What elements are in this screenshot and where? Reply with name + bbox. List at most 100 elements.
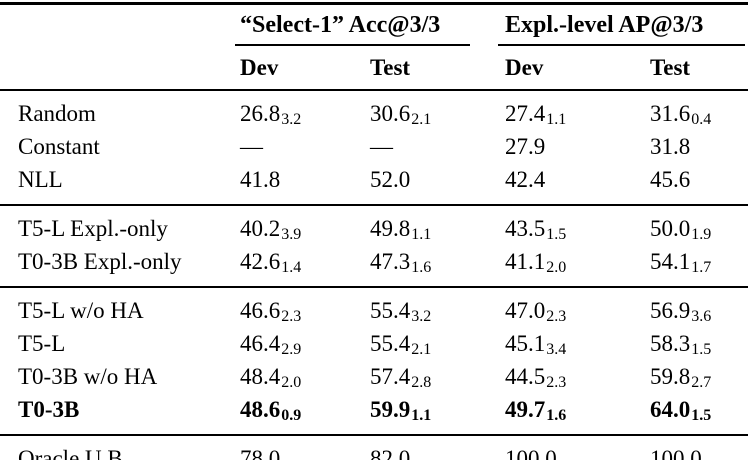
- cell-subscript: 2.1: [411, 111, 432, 128]
- cell-value: 59.9: [370, 397, 411, 422]
- cell: 45.13.4: [505, 329, 650, 362]
- cell-value: 50.0: [650, 216, 691, 241]
- column-group-expl-ap: Expl.-level AP@3/3: [498, 4, 748, 46]
- row-label: Constant: [18, 134, 100, 159]
- cell-subscript: 1.1: [411, 226, 432, 243]
- row-label: NLL: [18, 167, 63, 192]
- table-row-t5l-expl-only: T5-L Expl.-only 40.23.9 49.81.1 43.51.5 …: [0, 205, 748, 247]
- cell-value: 45.1: [505, 331, 546, 356]
- subheader-dev-1: Dev: [240, 54, 279, 80]
- group-title-expl: Expl.-level AP@3/3: [505, 12, 704, 38]
- cell: 46.42.9: [240, 329, 370, 362]
- cell-subscript: 2.0: [546, 259, 567, 276]
- cell-subscript: 1.4: [281, 259, 302, 276]
- section-baselines: Random 26.83.2 30.62.1 27.41.1 31.60.4 C…: [0, 90, 748, 205]
- cell-subscript: 2.1: [411, 341, 432, 358]
- empty-label-header: [0, 46, 240, 90]
- cell-subscript: 3.4: [546, 341, 567, 358]
- cell: 78.0: [240, 435, 370, 460]
- cell-subscript: 1.7: [691, 259, 712, 276]
- cell-value: 55.4: [370, 331, 411, 356]
- cell: 55.42.1: [370, 329, 505, 362]
- cell: 43.51.5: [505, 205, 650, 247]
- cell-subscript: 2.3: [281, 308, 302, 325]
- cell-value: 27.4: [505, 101, 546, 126]
- cell-subscript: 1.6: [411, 259, 432, 276]
- cell-subscript: 1.5: [691, 341, 712, 358]
- section-main-models: T5-L w/o HA 46.62.3 55.43.2 47.02.3 56.9…: [0, 287, 748, 435]
- row-label: T0-3B: [18, 397, 80, 422]
- cell-subscript: 2.3: [546, 374, 567, 391]
- cell-subscript: 1.1: [411, 407, 432, 424]
- cell-subscript: 3.9: [281, 226, 302, 243]
- cell: 59.91.1: [370, 395, 505, 435]
- section-expl-only: T5-L Expl.-only 40.23.9 49.81.1 43.51.5 …: [0, 205, 748, 287]
- rule-under-group2: [498, 44, 746, 46]
- cell: 27.41.1: [505, 90, 650, 132]
- cell-value: —: [240, 134, 263, 159]
- cell: 82.0: [370, 435, 505, 460]
- cell-value: 82.0: [370, 446, 411, 460]
- cell: 42.61.4: [240, 247, 370, 287]
- cell: 58.31.5: [650, 329, 748, 362]
- cell-value: —: [370, 134, 393, 159]
- table-row-t03b-best: T0-3B 48.60.9 59.91.1 49.71.6 64.01.5: [0, 395, 748, 435]
- cell-value: 52.0: [370, 167, 411, 192]
- cell-subscript: 1.6: [546, 407, 567, 424]
- cell: 47.31.6: [370, 247, 505, 287]
- subheader-test-1: Test: [370, 54, 411, 80]
- cell: 41.12.0: [505, 247, 650, 287]
- cell: 44.52.3: [505, 362, 650, 395]
- cell: 48.60.9: [240, 395, 370, 435]
- cell: 40.23.9: [240, 205, 370, 247]
- cell-value: 31.8: [650, 134, 691, 159]
- cell-subscript: 2.0: [281, 374, 302, 391]
- cell-value: 45.6: [650, 167, 691, 192]
- subheader-dev-2: Dev: [505, 54, 544, 80]
- cell-value: 42.6: [240, 249, 281, 274]
- cell-value: 58.3: [650, 331, 691, 356]
- cell-subscript: 1.5: [546, 226, 567, 243]
- cell-value: 56.9: [650, 298, 691, 323]
- subheader-row: Dev Test Dev Test: [0, 46, 748, 90]
- column-group-select1-acc: “Select-1” Acc@3/3: [235, 4, 505, 46]
- empty-corner-cell: [0, 4, 240, 47]
- row-label: T0-3B Expl.-only: [18, 249, 182, 274]
- row-label: Random: [18, 101, 96, 126]
- cell: —: [240, 132, 370, 165]
- cell-value: 64.0: [650, 397, 691, 422]
- cell-value: 48.4: [240, 364, 281, 389]
- cell: 59.82.7: [650, 362, 748, 395]
- cell: 54.11.7: [650, 247, 748, 287]
- section-oracle: Oracle U.B. 78.0 82.0 100.0 100.0: [0, 435, 748, 460]
- cell-value: 26.8: [240, 101, 281, 126]
- row-label: T0-3B w/o HA: [18, 364, 158, 389]
- row-label: Oracle U.B.: [18, 446, 129, 460]
- cell-value: 41.8: [240, 167, 281, 192]
- cell: 52.0: [370, 165, 505, 205]
- cell: 55.43.2: [370, 287, 505, 329]
- group-title-select1: “Select-1” Acc@3/3: [240, 12, 441, 38]
- cell: 42.4: [505, 165, 650, 205]
- table-row-t03b-wo-ha: T0-3B w/o HA 48.42.0 57.42.8 44.52.3 59.…: [0, 362, 748, 395]
- cell-subscript: 2.8: [411, 374, 432, 391]
- rule-under-group1: [235, 44, 470, 46]
- cell: 48.42.0: [240, 362, 370, 395]
- table-row-t5l: T5-L 46.42.9 55.42.1 45.13.4 58.31.5: [0, 329, 748, 362]
- cell-value: 78.0: [240, 446, 281, 460]
- table-row-t03b-expl-only: T0-3B Expl.-only 42.61.4 47.31.6 41.12.0…: [0, 247, 748, 287]
- cell: 57.42.8: [370, 362, 505, 395]
- cell: 56.93.6: [650, 287, 748, 329]
- cell: 31.60.4: [650, 90, 748, 132]
- cell: 45.6: [650, 165, 748, 205]
- cell-value: 43.5: [505, 216, 546, 241]
- cell-value: 54.1: [650, 249, 691, 274]
- cell-subscript: 1.5: [691, 407, 712, 424]
- cell-value: 48.6: [240, 397, 281, 422]
- cell: 100.0: [505, 435, 650, 460]
- cell: —: [370, 132, 505, 165]
- cell-subscript: 0.4: [691, 111, 712, 128]
- cell-value: 59.8: [650, 364, 691, 389]
